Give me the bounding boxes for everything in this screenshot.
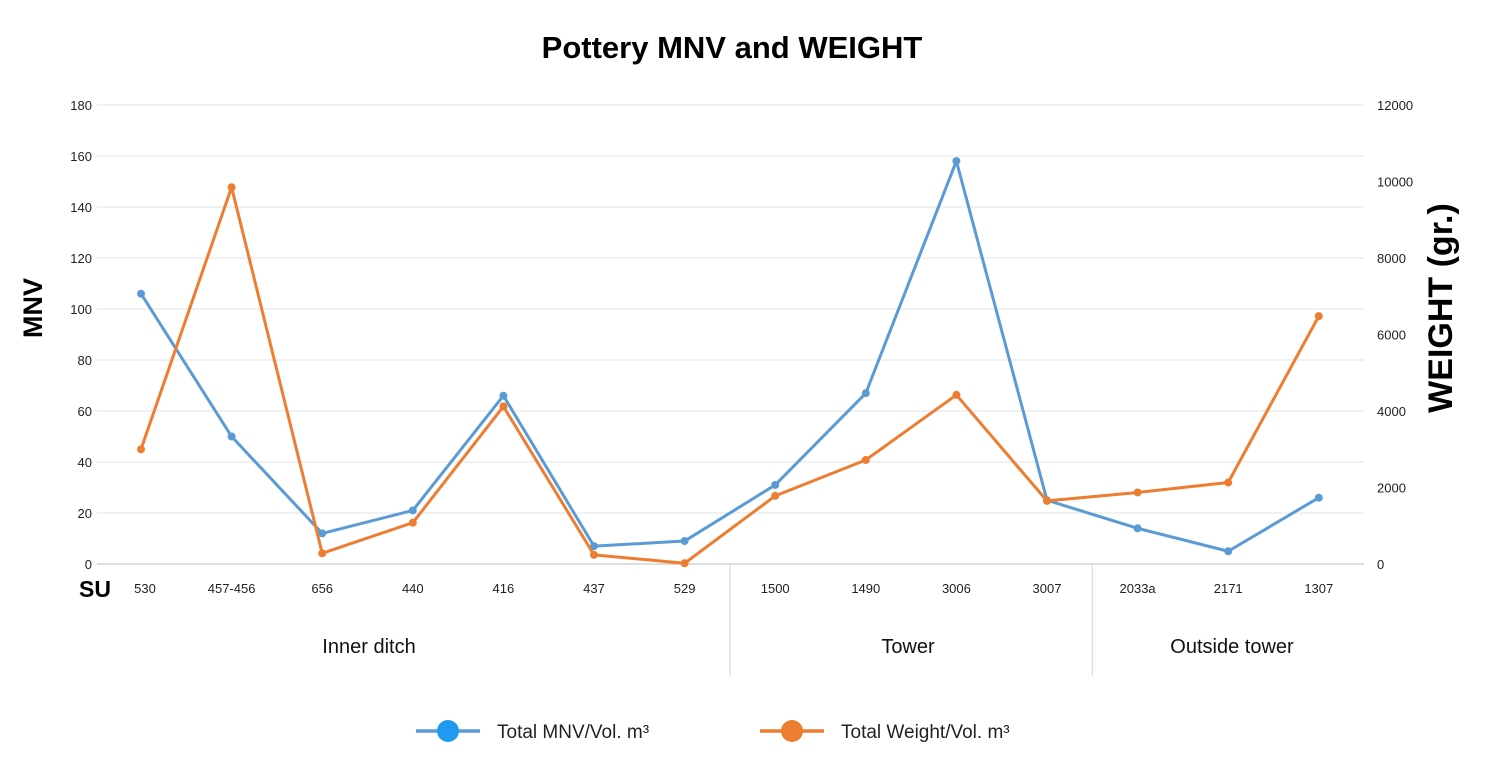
category-tick-label: 1307 <box>1304 581 1333 596</box>
series-1-point <box>771 491 780 500</box>
category-tick-label: 529 <box>674 581 696 596</box>
series-1-point <box>137 445 145 454</box>
legend-weight-marker <box>781 720 803 742</box>
series-0-point <box>318 529 327 538</box>
series-1-point <box>1133 488 1142 497</box>
legend-mnv-label: Total MNV/Vol. m³ <box>497 722 649 743</box>
category-tick-label: 2171 <box>1214 581 1243 596</box>
right-tick-label: 6000 <box>1377 328 1406 343</box>
series-0-point <box>861 389 870 398</box>
left-tick-label: 100 <box>70 302 92 317</box>
series-1-point <box>499 402 508 411</box>
right-tick-label: 0 <box>1377 557 1384 572</box>
legend-weight-label: Total Weight/Vol. m³ <box>841 722 1010 743</box>
category-tick-label: 656 <box>311 581 333 596</box>
left-tick-label: 80 <box>78 353 92 368</box>
series-1-point <box>227 183 236 192</box>
category-tick-label: 440 <box>402 581 424 596</box>
group-label: Tower <box>881 636 935 658</box>
series-0-point <box>227 432 236 441</box>
category-axis-title: SU <box>79 576 111 602</box>
right-tick-label: 12000 <box>1377 98 1413 113</box>
series-line-1 <box>139 185 1321 565</box>
category-tick-labels: 530 457-456 656 440 416 437 529 1500 1490 3006 300… <box>134 581 1333 596</box>
series-0-point <box>771 480 780 489</box>
left-tick-label: 140 <box>70 200 92 215</box>
series-1-point <box>861 455 870 464</box>
series-0-point <box>408 506 417 515</box>
category-tick-label: 1490 <box>851 581 880 596</box>
series-0-point <box>680 537 689 546</box>
series-0-point <box>1314 493 1323 502</box>
series-1-point <box>1224 478 1233 487</box>
series-1-point <box>408 518 417 527</box>
series-lines <box>137 157 1323 568</box>
chart-title: Pottery MNV and WEIGHT <box>542 30 923 65</box>
series-1-point <box>318 549 327 558</box>
category-tick-label: 1500 <box>761 581 790 596</box>
series-1-point <box>1043 496 1051 505</box>
series-1-point <box>590 550 598 559</box>
category-tick-label: 2033a <box>1120 581 1157 596</box>
left-tick-label: 120 <box>70 251 92 266</box>
category-tick-label: 457-456 <box>208 581 256 596</box>
right-axis-ticks: 0 2000 4000 6000 8000 10000 12000 <box>1377 98 1413 572</box>
series-0-point <box>1224 547 1233 556</box>
left-tick-label: 180 <box>70 98 92 113</box>
series-line-0 <box>139 159 1321 553</box>
right-tick-label: 8000 <box>1377 251 1406 266</box>
left-axis-ticks: 0 20 40 60 80 100 120 140 160 180 <box>70 98 92 572</box>
right-tick-label: 4000 <box>1377 404 1406 419</box>
series-1-point <box>952 390 961 399</box>
group-label: Inner ditch <box>322 636 415 658</box>
series-0-point <box>1133 524 1142 533</box>
series-0-point <box>499 391 508 400</box>
category-tick-label: 416 <box>493 581 515 596</box>
left-tick-label: 60 <box>78 404 92 419</box>
left-tick-label: 20 <box>78 506 92 521</box>
group-labels: Inner ditch Tower Outside tower <box>322 636 1294 658</box>
gridlines <box>97 104 1364 565</box>
group-label: Outside tower <box>1170 636 1294 658</box>
left-tick-label: 0 <box>85 557 92 572</box>
left-tick-label: 40 <box>78 455 92 470</box>
group-dividers <box>729 564 1093 676</box>
legend-mnv-marker <box>437 720 459 742</box>
right-tick-label: 2000 <box>1377 481 1406 496</box>
right-axis-title: WEIGHT (gr.) <box>1422 203 1460 413</box>
series-0-point <box>952 157 961 166</box>
series-0-point <box>137 289 145 298</box>
legend: Total MNV/Vol. m³ Total Weight/Vol. m³ <box>416 720 1010 743</box>
category-tick-label: 3006 <box>942 581 971 596</box>
category-tick-label: 530 <box>134 581 156 596</box>
left-axis-title: MNV <box>18 278 48 338</box>
right-tick-label: 10000 <box>1377 175 1413 190</box>
category-tick-label: 3007 <box>1033 581 1062 596</box>
series-0-point <box>590 542 598 551</box>
category-tick-label: 437 <box>583 581 605 596</box>
series-1-point <box>680 559 689 568</box>
series-1-point <box>1314 312 1323 321</box>
left-tick-label: 160 <box>70 149 92 164</box>
